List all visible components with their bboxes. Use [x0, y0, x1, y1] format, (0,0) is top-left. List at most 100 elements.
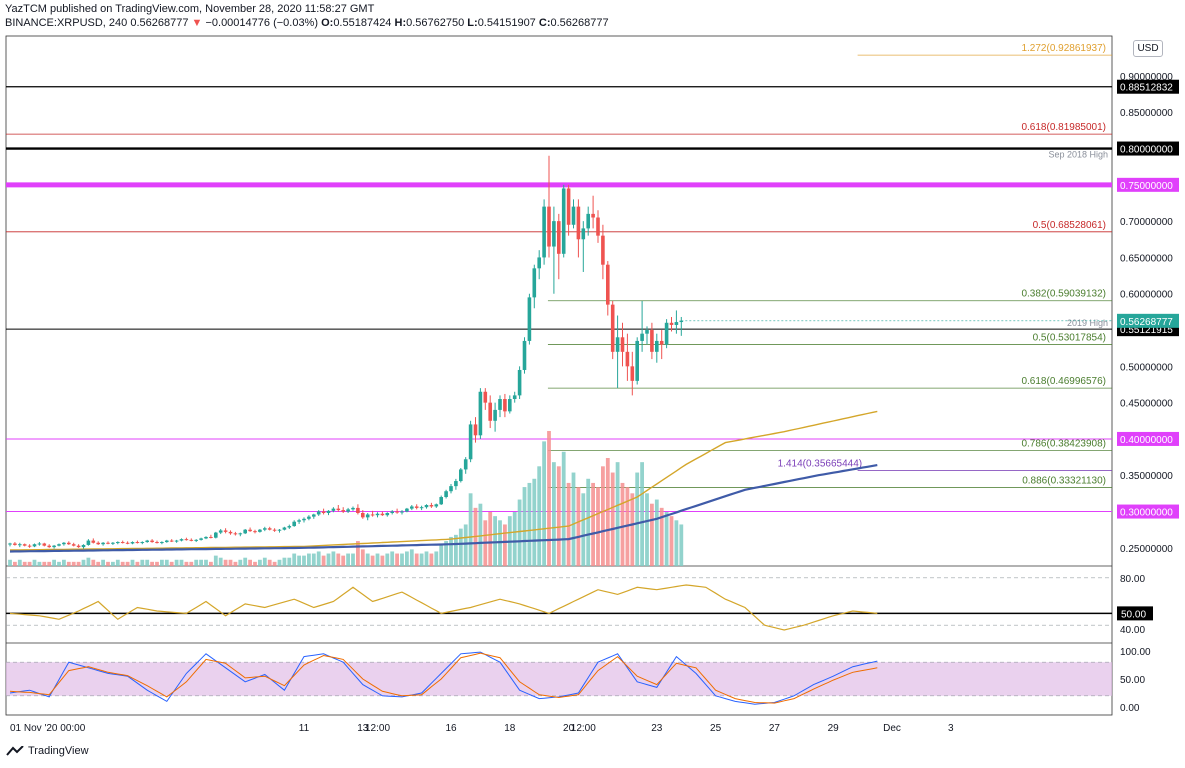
candle-body [601, 235, 605, 265]
volume-bar [238, 559, 243, 566]
currency-button[interactable]: USD [1133, 40, 1163, 57]
volume-bar [576, 487, 581, 566]
volume-bar [22, 561, 27, 566]
price-tag-label: 0.88512832 [1120, 83, 1173, 94]
candle-body [498, 399, 502, 410]
moving-average-fast [10, 410, 878, 551]
candle-body [346, 509, 350, 512]
volume-bar [395, 553, 399, 566]
candle-body [336, 508, 341, 511]
candle-body [302, 518, 306, 521]
open-value: 0.55187424 [333, 17, 392, 29]
candle-body [165, 540, 169, 543]
candle-body [18, 544, 22, 546]
candle-body [67, 542, 71, 545]
volume-bar [610, 472, 615, 566]
candle-body [233, 533, 238, 535]
price-tick-label: 0.85000000 [1120, 108, 1173, 119]
volume-bar [556, 466, 561, 566]
candle-body [106, 542, 110, 544]
volume-bar [341, 555, 346, 566]
volume-bar [444, 541, 448, 566]
candle-body [57, 544, 61, 546]
candle-body [287, 526, 292, 528]
candle-body [145, 540, 149, 543]
volume-bar [370, 555, 375, 566]
volume-bar [86, 557, 91, 566]
price-tag [1117, 431, 1179, 446]
candle-body [488, 402, 492, 421]
volume-bar [674, 520, 679, 566]
volume-bar [493, 516, 497, 566]
candle-body [478, 391, 483, 436]
candle-body [557, 221, 561, 254]
volume-bar [365, 553, 370, 566]
candle-body [424, 505, 429, 508]
candle-body [659, 340, 664, 345]
ohlc-legend: BINANCE:XRPUSD, 240 0.56268777 ▼ −0.0001… [5, 17, 609, 29]
time-axis-label: 29 [828, 723, 840, 734]
volume-bar [463, 524, 468, 566]
candle-body [508, 399, 512, 412]
stoch-band [6, 662, 1112, 696]
volume-bar [351, 553, 355, 566]
volume-bar [679, 524, 684, 566]
volume-bar [27, 561, 32, 566]
volume-bar [537, 466, 542, 566]
candle-body [96, 542, 100, 545]
volume-bar [135, 561, 140, 566]
candle-body [620, 337, 625, 352]
volume-bar [111, 561, 115, 566]
volume-bar [336, 553, 341, 566]
time-axis-label: 11 [299, 723, 310, 734]
symbol-label[interactable]: BINANCE:XRPUSD, 240 [5, 17, 128, 29]
price-tag [1117, 177, 1179, 192]
candle-body [439, 497, 443, 505]
candle-body [410, 506, 414, 509]
candle-body [527, 297, 532, 341]
candle-body [101, 542, 105, 545]
volume-bar [277, 559, 282, 566]
candle-body [610, 304, 615, 352]
volume-bar [96, 561, 101, 566]
candle-body [91, 540, 96, 543]
volume-bar [307, 553, 311, 566]
candle-body [248, 529, 252, 532]
volume-bar [419, 553, 424, 566]
volume-bar [356, 541, 360, 566]
volume-bar [125, 561, 130, 566]
candle-body [243, 529, 247, 534]
volume-bar [439, 545, 444, 566]
volume-bar [346, 553, 350, 566]
volume-bar [209, 561, 213, 566]
candle-body [194, 539, 198, 541]
volume-bar [405, 551, 409, 566]
candle-body [27, 545, 32, 547]
tradingview-logo[interactable]: TradingView [6, 745, 89, 757]
candle-body [463, 459, 468, 470]
candle-body [263, 528, 267, 530]
candle-body [674, 322, 679, 325]
price-tag [1117, 141, 1179, 156]
volume-bar [213, 555, 218, 566]
fib-level-label: 0.618(0.81985001) [1021, 122, 1106, 133]
price-tag-label: 0.40000000 [1120, 435, 1173, 446]
volume-bar [316, 551, 321, 566]
level-caption: Sep 2018 High [1048, 150, 1108, 160]
volume-bar [169, 561, 174, 566]
candle-body [282, 527, 287, 530]
candle-body [596, 217, 600, 236]
rsi-tick-label: 40.00 [1120, 625, 1145, 636]
candle-body [204, 536, 208, 539]
tradingview-brand: TradingView [28, 745, 89, 757]
volume-bar [218, 557, 223, 566]
volume-bar [547, 431, 551, 566]
volume-bar [62, 559, 66, 566]
volume-bar [669, 516, 674, 566]
volume-bar [52, 559, 56, 566]
candle-body [155, 542, 159, 544]
price-tick-label: 0.25000000 [1120, 544, 1173, 555]
price-tick-label: 0.70000000 [1120, 217, 1173, 228]
candle-body [625, 351, 630, 367]
